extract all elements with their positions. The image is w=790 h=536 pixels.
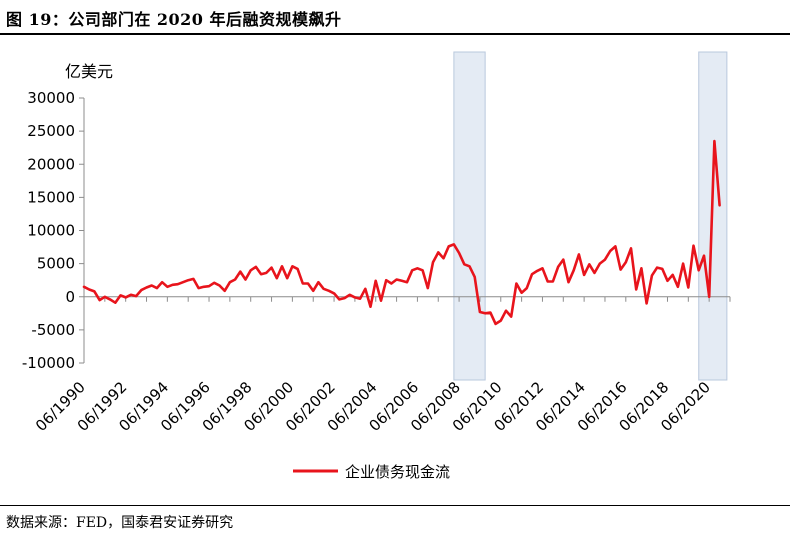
y-tick-label: 20000	[27, 155, 75, 173]
source-note: 数据来源：FED，国泰君安证券研究	[6, 515, 234, 531]
shaded-periods	[453, 51, 728, 381]
tick-labels: 30000 25000 20000 15000 10000 5000 0 -5000 -1000…	[22, 89, 714, 435]
shaded-period-1	[453, 51, 486, 381]
y-tick-label: -10000	[22, 354, 75, 372]
bottom-rule	[0, 505, 790, 506]
y-tick-label: -5000	[31, 321, 75, 339]
y-tick-label: 25000	[27, 122, 75, 140]
y-tick-label: 15000	[27, 188, 75, 206]
y-tick-label: 0	[65, 288, 75, 306]
top-rule	[0, 33, 790, 35]
legend-label: 企业债务现金流	[345, 463, 450, 481]
y-tick-label: 10000	[27, 222, 75, 240]
figure-title: 图 19：公司部门在 2020 年后融资规模飙升	[6, 10, 342, 29]
axes	[79, 97, 731, 364]
series-line-1	[82, 139, 721, 326]
chart: 30000 25000 20000 15000 10000 5000 0 -5000 -1000…	[22, 51, 731, 481]
y-axis-unit-label: 亿美元	[65, 62, 113, 81]
y-tick-label: 30000	[27, 89, 75, 107]
legend: 企业债务现金流	[293, 463, 450, 481]
series-lines	[82, 139, 721, 326]
y-tick-label: 5000	[37, 255, 75, 273]
